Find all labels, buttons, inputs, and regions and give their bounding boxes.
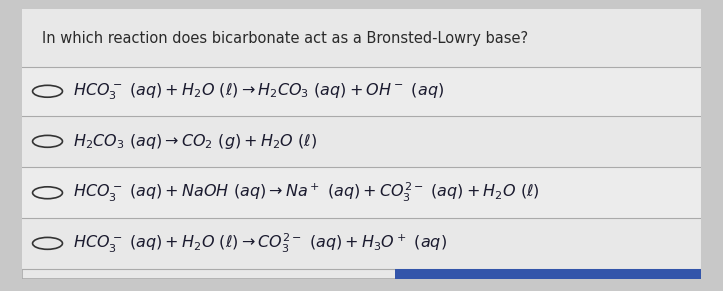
FancyBboxPatch shape bbox=[22, 67, 701, 116]
Text: $HCO_3^-\ (aq) + H_2O\ (\ell) \rightarrow H_2CO_3\ (aq) + OH^-\ (aq)$: $HCO_3^-\ (aq) + H_2O\ (\ell) \rightarro… bbox=[72, 81, 444, 102]
FancyBboxPatch shape bbox=[395, 269, 701, 279]
Text: In which reaction does bicarbonate act as a Bronsted-Lowry base?: In which reaction does bicarbonate act a… bbox=[42, 31, 529, 46]
FancyBboxPatch shape bbox=[22, 116, 701, 167]
FancyBboxPatch shape bbox=[22, 9, 701, 68]
Text: $H_2CO_3\ (aq) \rightarrow CO_2\ (g) + H_2O\ (\ell)$: $H_2CO_3\ (aq) \rightarrow CO_2\ (g) + H… bbox=[72, 132, 317, 151]
FancyBboxPatch shape bbox=[22, 167, 701, 219]
FancyBboxPatch shape bbox=[22, 219, 701, 269]
FancyBboxPatch shape bbox=[22, 9, 701, 279]
Text: $HCO_3^-\ (aq) + H_2O\ (\ell) \rightarrow CO_3^{2-}\ (aq) + H_3O^+\ (aq)$: $HCO_3^-\ (aq) + H_2O\ (\ell) \rightarro… bbox=[72, 232, 447, 255]
Text: $HCO_3^-\ (aq) + NaOH\ (aq) \rightarrow Na^+\ (aq) + CO_3^{2-}\ (aq) + H_2O\ (\e: $HCO_3^-\ (aq) + NaOH\ (aq) \rightarrow … bbox=[72, 181, 539, 204]
